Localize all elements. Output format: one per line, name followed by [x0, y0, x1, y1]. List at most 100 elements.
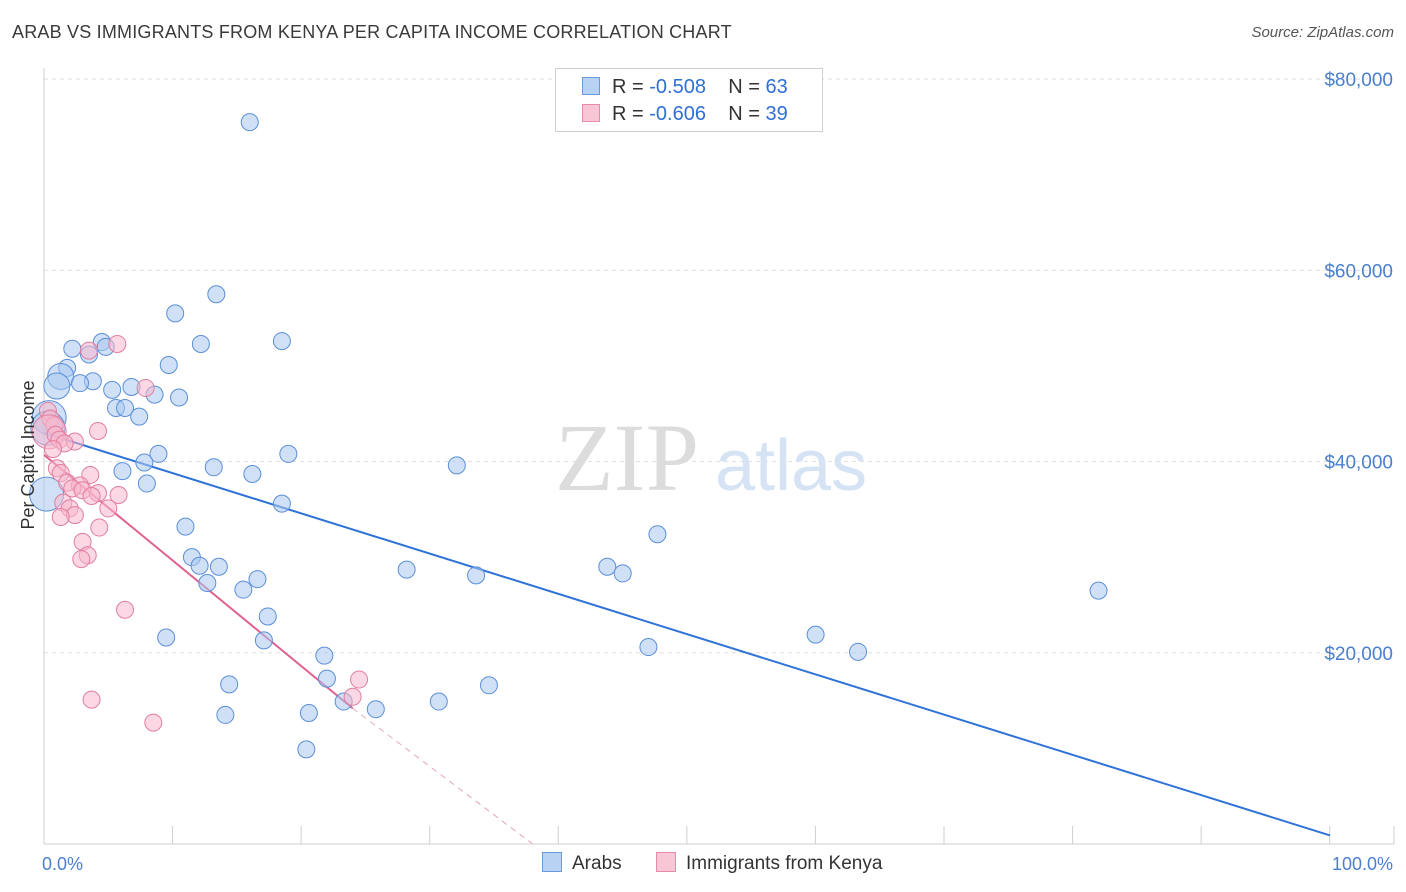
- point-arabs: [209, 557, 228, 576]
- point-arabs: [170, 388, 189, 407]
- grid-lines: [44, 78, 1394, 654]
- point-kenya: [51, 508, 70, 527]
- point-arabs: [1089, 581, 1108, 600]
- watermark-zip: ZIP: [555, 404, 699, 511]
- point-arabs: [216, 705, 235, 724]
- point-arabs: [447, 456, 466, 475]
- point-arabs: [63, 339, 82, 358]
- point-arabs: [243, 464, 262, 483]
- point-arabs: [397, 560, 416, 579]
- point-arabs: [240, 113, 259, 132]
- bottom-legend-label-kenya: Immigrants from Kenya: [686, 853, 883, 874]
- x-tick-label: 100.0%: [1332, 854, 1393, 874]
- legend-swatch-kenya: [582, 104, 600, 122]
- y-tick-label: $80,000: [1324, 70, 1393, 91]
- point-arabs: [639, 638, 658, 657]
- point-arabs: [207, 285, 226, 304]
- legend-r-value: -0.508: [649, 76, 706, 98]
- point-kenya: [82, 690, 101, 709]
- point-arabs: [258, 607, 277, 626]
- y-axis-label: Per Capita Income: [18, 380, 38, 529]
- point-arabs: [149, 444, 168, 463]
- point-arabs: [176, 517, 195, 536]
- point-arabs: [198, 573, 217, 592]
- tick-labels: $20,000 $40,000 $60,000 $80,000 0.0% 100.0%: [42, 70, 1393, 874]
- point-arabs: [613, 564, 632, 583]
- x-tick-label: 0.0%: [42, 854, 83, 874]
- legend-r-value: -0.606: [649, 103, 706, 125]
- watermark-atlas: atlas: [715, 426, 867, 506]
- y-tick-label: $40,000: [1324, 453, 1393, 474]
- point-arabs: [157, 628, 176, 647]
- legend-n-value: 63: [765, 76, 788, 98]
- point-arabs: [598, 557, 617, 576]
- legend: R = -0.508 N = 63 R = -0.606 N = 39: [555, 68, 823, 132]
- point-arabs: [849, 642, 868, 661]
- point-kenya: [109, 486, 128, 505]
- trendline-kenya-extension: [352, 707, 533, 845]
- point-kenya: [136, 378, 155, 397]
- legend-n-value: 39: [765, 103, 788, 125]
- point-arabs: [190, 556, 209, 575]
- point-arabs: [272, 332, 291, 351]
- point-arabs: [220, 675, 239, 694]
- point-kenya: [90, 518, 109, 537]
- point-arabs: [479, 676, 498, 695]
- point-arabs: [130, 407, 149, 426]
- axes: [43, 68, 1395, 845]
- point-arabs: [234, 580, 253, 599]
- point-kenya: [343, 687, 362, 706]
- point-arabs: [254, 631, 273, 650]
- point-arabs: [648, 525, 667, 544]
- point-arabs: [71, 374, 90, 393]
- bottom-legend-arabs: Arabs: [542, 852, 622, 876]
- point-arabs: [279, 444, 298, 463]
- point-arabs: [366, 700, 385, 719]
- trendline-arabs: [43, 431, 1331, 837]
- point-arabs: [159, 355, 178, 374]
- chart-title: ARAB VS IMMIGRANTS FROM KENYA PER CAPITA…: [12, 22, 732, 42]
- point-kenya: [350, 670, 369, 689]
- point-arabs: [103, 380, 122, 399]
- bottom-legend-label-arabs: Arabs: [572, 853, 622, 874]
- bottom-legend-swatch-arabs: [542, 852, 562, 872]
- legend-n-label: N =: [728, 76, 760, 98]
- point-arabs: [297, 740, 316, 759]
- point-arabs: [43, 372, 71, 400]
- y-tick-label: $20,000: [1324, 644, 1393, 665]
- point-arabs: [116, 399, 135, 418]
- point-arabs: [467, 566, 486, 585]
- point-arabs: [113, 462, 132, 481]
- point-arabs: [248, 570, 267, 589]
- point-arabs: [135, 453, 154, 472]
- y-tick-label: $60,000: [1324, 261, 1393, 282]
- point-kenya: [108, 334, 127, 353]
- legend-r-label: R =: [612, 76, 644, 98]
- point-arabs: [204, 458, 223, 477]
- point-arabs: [317, 669, 336, 688]
- point-kenya: [80, 341, 99, 360]
- point-kenya: [99, 499, 118, 518]
- point-arabs: [315, 646, 334, 665]
- point-arabs: [429, 692, 448, 711]
- point-kenya: [116, 600, 135, 619]
- legend-r-label: R =: [612, 103, 644, 125]
- point-kenya: [44, 440, 63, 459]
- point-arabs: [272, 494, 291, 513]
- legend-n-label: N =: [728, 103, 760, 125]
- point-arabs: [137, 474, 156, 493]
- point-kenya: [144, 713, 163, 732]
- point-arabs: [191, 334, 210, 353]
- point-arabs: [806, 625, 825, 644]
- bottom-legend-swatch-kenya: [656, 852, 676, 872]
- data-points: [29, 113, 1108, 759]
- point-kenya: [89, 421, 108, 440]
- bottom-legend-kenya: Immigrants from Kenya: [656, 852, 882, 876]
- legend-swatch-arabs: [582, 77, 600, 95]
- point-kenya: [82, 486, 101, 505]
- point-arabs: [299, 704, 318, 723]
- point-kenya: [72, 550, 91, 569]
- source-label: Source: ZipAtlas.com: [1251, 24, 1394, 41]
- point-arabs: [166, 304, 185, 323]
